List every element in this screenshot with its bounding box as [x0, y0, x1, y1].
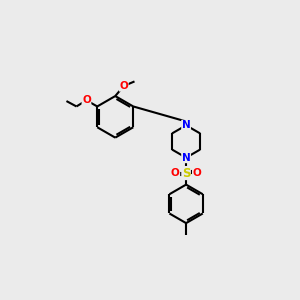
Text: O: O: [82, 95, 91, 105]
Text: O: O: [193, 168, 201, 178]
Text: O: O: [119, 81, 128, 91]
Text: N: N: [182, 153, 190, 163]
Text: N: N: [182, 120, 190, 130]
Text: O: O: [171, 168, 180, 178]
Text: S: S: [182, 167, 190, 180]
